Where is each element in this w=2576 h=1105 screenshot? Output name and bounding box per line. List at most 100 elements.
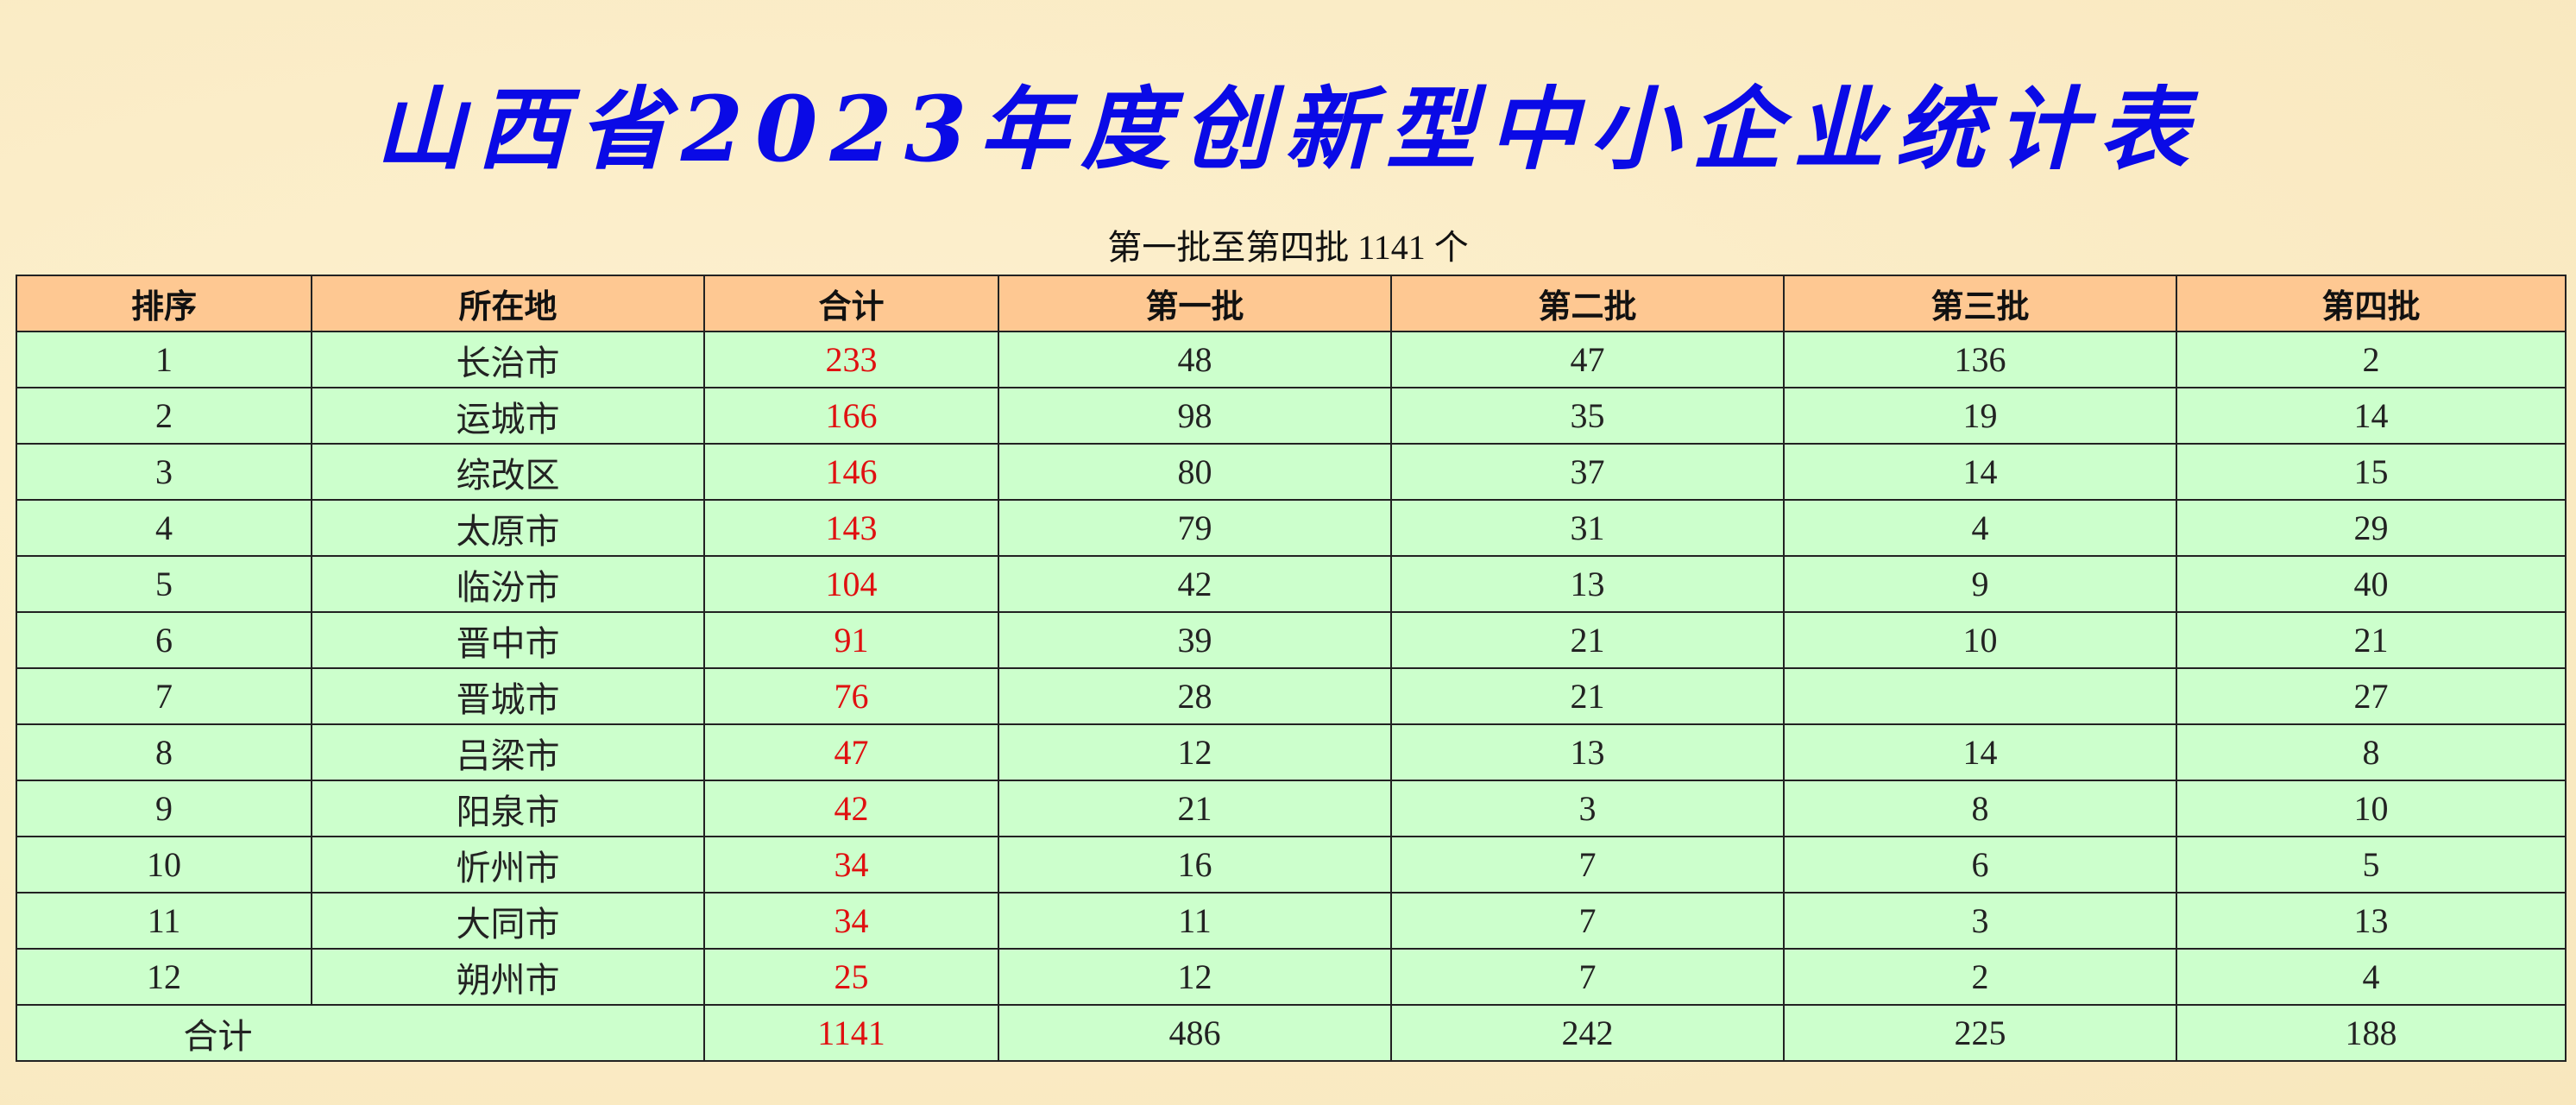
- table-cell: 14: [2176, 387, 2567, 445]
- table-cell: 25: [703, 948, 999, 1006]
- column-header: 第一批: [998, 275, 1392, 332]
- table-cell: 2: [2176, 331, 2567, 388]
- table-cell: 146: [703, 443, 999, 501]
- table-cell: 10: [2176, 780, 2567, 837]
- table-header-row: 排序 所在地 合计 第一批 第二批 第三批 第四批: [16, 275, 2567, 332]
- table-cell: 13: [1390, 555, 1785, 613]
- total-cell: 188: [2176, 1004, 2567, 1062]
- table-cell: 9: [16, 780, 312, 837]
- table-cell: 2: [1783, 948, 2177, 1006]
- total-cell: 242: [1390, 1004, 1785, 1062]
- table-row: 3 综改区 146 80 37 14 15: [16, 443, 2567, 501]
- table-cell: 39: [998, 611, 1392, 669]
- total-cell: 225: [1783, 1004, 2177, 1062]
- table-cell: 5: [16, 555, 312, 613]
- table-cell: 143: [703, 499, 999, 557]
- table-cell: 35: [1390, 387, 1785, 445]
- table-cell: 晋中市: [311, 611, 705, 669]
- table-row: 7 晋城市 76 28 21 27: [16, 667, 2567, 725]
- table-cell: 晋城市: [311, 667, 705, 725]
- table-cell: [1783, 667, 2177, 725]
- table-cell: 4: [16, 499, 312, 557]
- table-cell: 12: [998, 948, 1392, 1006]
- table-cell: 34: [703, 892, 999, 950]
- column-header: 排序: [16, 275, 312, 332]
- table-cell: 47: [1390, 331, 1785, 388]
- table-row: 9 阳泉市 42 21 3 8 10: [16, 780, 2567, 837]
- table-cell: 忻州市: [311, 836, 705, 893]
- table-cell: 29: [2176, 499, 2567, 557]
- table-cell: 80: [998, 443, 1392, 501]
- table-cell: 3: [1390, 780, 1785, 837]
- table-cell: 91: [703, 611, 999, 669]
- table-cell: 42: [998, 555, 1392, 613]
- total-cell: 1141: [703, 1004, 999, 1062]
- table-row: 10 忻州市 34 16 7 6 5: [16, 836, 2567, 893]
- total-label: 合计: [16, 1004, 705, 1062]
- table-cell: 21: [1390, 611, 1785, 669]
- table-cell: 7: [1390, 948, 1785, 1006]
- table-cell: 临汾市: [311, 555, 705, 613]
- table-cell: 8: [1783, 780, 2177, 837]
- table-cell: 大同市: [311, 892, 705, 950]
- table-cell: 14: [1783, 723, 2177, 781]
- table-cell: 47: [703, 723, 999, 781]
- table-cell: 3: [16, 443, 312, 501]
- table-cell: 运城市: [311, 387, 705, 445]
- table-cell: 阳泉市: [311, 780, 705, 837]
- table-cell: 13: [1390, 723, 1785, 781]
- column-header: 第三批: [1783, 275, 2177, 332]
- table-row: 1 长治市 233 48 47 136 2: [16, 331, 2567, 388]
- table-cell: 104: [703, 555, 999, 613]
- table-cell: 21: [1390, 667, 1785, 725]
- table-cell: 37: [1390, 443, 1785, 501]
- table-cell: 233: [703, 331, 999, 388]
- page-subtitle: 第一批至第四批 1141 个: [1107, 228, 1469, 267]
- table-row: 11 大同市 34 11 7 3 13: [16, 892, 2567, 950]
- table-cell: 7: [1390, 836, 1785, 893]
- table-cell: 太原市: [311, 499, 705, 557]
- table-cell: 42: [703, 780, 999, 837]
- table-cell: 8: [2176, 723, 2567, 781]
- table-cell: 79: [998, 499, 1392, 557]
- column-header: 合计: [703, 275, 999, 332]
- table-cell: 21: [998, 780, 1392, 837]
- table-cell: 9: [1783, 555, 2177, 613]
- table-cell: 11: [16, 892, 312, 950]
- table-cell: 15: [2176, 443, 2567, 501]
- table-cell: 48: [998, 331, 1392, 388]
- column-header: 第四批: [2176, 275, 2567, 332]
- table-cell: 1: [16, 331, 312, 388]
- table-cell: 13: [2176, 892, 2567, 950]
- table-cell: 19: [1783, 387, 2177, 445]
- table-cell: 3: [1783, 892, 2177, 950]
- table-cell: 34: [703, 836, 999, 893]
- table-cell: 7: [1390, 892, 1785, 950]
- table-row: 2 运城市 166 98 35 19 14: [16, 387, 2567, 445]
- table-cell: 11: [998, 892, 1392, 950]
- table-cell: 14: [1783, 443, 2177, 501]
- table-cell: 166: [703, 387, 999, 445]
- table-cell: 136: [1783, 331, 2177, 388]
- column-header: 所在地: [311, 275, 705, 332]
- table-cell: 朔州市: [311, 948, 705, 1006]
- table-row: 8 吕梁市 47 12 13 14 8: [16, 723, 2567, 781]
- table-row: 5 临汾市 104 42 13 9 40: [16, 555, 2567, 613]
- table-cell: 2: [16, 387, 312, 445]
- table-cell: 综改区: [311, 443, 705, 501]
- table-cell: 12: [998, 723, 1392, 781]
- column-header: 第二批: [1390, 275, 1785, 332]
- table-row: 4 太原市 143 79 31 4 29: [16, 499, 2567, 557]
- table-cell: 21: [2176, 611, 2567, 669]
- table-cell: 16: [998, 836, 1392, 893]
- table-cell: 10: [16, 836, 312, 893]
- table-cell: 6: [16, 611, 312, 669]
- table-cell: 10: [1783, 611, 2177, 669]
- table-cell: 27: [2176, 667, 2567, 725]
- table-row: 6 晋中市 91 39 21 10 21: [16, 611, 2567, 669]
- table-cell: 7: [16, 667, 312, 725]
- table-cell: 4: [2176, 948, 2567, 1006]
- table-cell: 吕梁市: [311, 723, 705, 781]
- table-cell: 长治市: [311, 331, 705, 388]
- table-cell: 31: [1390, 499, 1785, 557]
